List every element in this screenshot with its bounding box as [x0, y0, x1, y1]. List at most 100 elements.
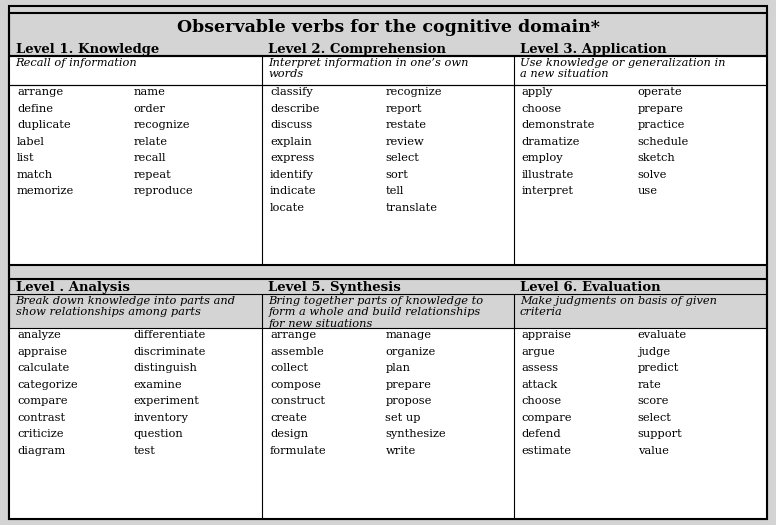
Text: select: select [386, 153, 419, 163]
Text: sketch: sketch [638, 153, 675, 163]
Text: select: select [638, 413, 671, 423]
Text: translate: translate [386, 203, 438, 213]
Text: Break down knowledge into parts and
show relationships among parts: Break down knowledge into parts and show… [16, 296, 236, 317]
Text: interpret: interpret [521, 186, 573, 196]
Text: propose: propose [386, 396, 432, 406]
Text: schedule: schedule [638, 137, 689, 147]
Text: Level 2. Comprehension: Level 2. Comprehension [268, 43, 446, 56]
Text: tell: tell [386, 186, 404, 196]
Text: express: express [270, 153, 314, 163]
Text: Interpret information in one’s own
words: Interpret information in one’s own words [268, 58, 469, 79]
Text: manage: manage [386, 330, 431, 340]
Text: reproduce: reproduce [133, 186, 193, 196]
Text: review: review [386, 137, 424, 147]
Text: construct: construct [270, 396, 325, 406]
Text: Recall of information: Recall of information [16, 58, 137, 68]
Text: use: use [638, 186, 658, 196]
Text: identify: identify [270, 170, 314, 180]
Text: locate: locate [270, 203, 305, 213]
Text: diagram: diagram [17, 446, 65, 456]
Text: recognize: recognize [386, 87, 442, 97]
Text: classify: classify [270, 87, 313, 97]
Text: sort: sort [386, 170, 408, 180]
Text: compare: compare [17, 396, 68, 406]
Text: operate: operate [638, 87, 682, 97]
Text: attack: attack [521, 380, 558, 390]
FancyBboxPatch shape [9, 328, 767, 519]
Text: prepare: prepare [386, 380, 431, 390]
Text: experiment: experiment [133, 396, 199, 406]
Text: appraise: appraise [521, 330, 571, 340]
Text: defend: defend [521, 429, 561, 439]
Text: design: design [270, 429, 308, 439]
Text: match: match [17, 170, 54, 180]
Text: criticize: criticize [17, 429, 64, 439]
Text: write: write [386, 446, 416, 456]
Text: solve: solve [638, 170, 667, 180]
Text: restate: restate [386, 120, 427, 130]
Text: relate: relate [133, 137, 168, 147]
Text: support: support [638, 429, 682, 439]
Text: Make judgments on basis of given
criteria: Make judgments on basis of given criteri… [520, 296, 717, 317]
Text: explain: explain [270, 137, 312, 147]
Text: collect: collect [270, 363, 308, 373]
Text: create: create [270, 413, 307, 423]
Text: Level 6. Evaluation: Level 6. Evaluation [520, 281, 660, 294]
Text: inventory: inventory [133, 413, 188, 423]
Text: rate: rate [638, 380, 661, 390]
Text: apply: apply [521, 87, 553, 97]
Text: Level 3. Application: Level 3. Application [520, 43, 667, 56]
Text: indicate: indicate [270, 186, 317, 196]
Text: arrange: arrange [270, 330, 316, 340]
Text: compose: compose [270, 380, 321, 390]
Text: list: list [17, 153, 35, 163]
Text: recall: recall [133, 153, 166, 163]
Text: predict: predict [638, 363, 679, 373]
Text: differentiate: differentiate [133, 330, 206, 340]
Text: employ: employ [521, 153, 563, 163]
Text: discuss: discuss [270, 120, 312, 130]
FancyBboxPatch shape [9, 6, 767, 519]
Text: distinguish: distinguish [133, 363, 197, 373]
Text: prepare: prepare [638, 104, 684, 114]
Text: report: report [386, 104, 422, 114]
Text: appraise: appraise [17, 346, 67, 357]
Text: repeat: repeat [133, 170, 171, 180]
Text: assess: assess [521, 363, 559, 373]
Text: memorize: memorize [17, 186, 74, 196]
Text: synthesize: synthesize [386, 429, 446, 439]
Text: calculate: calculate [17, 363, 69, 373]
FancyBboxPatch shape [9, 56, 767, 85]
Text: duplicate: duplicate [17, 120, 71, 130]
Text: test: test [133, 446, 155, 456]
Text: Observable verbs for the cognitive domain*: Observable verbs for the cognitive domai… [177, 19, 599, 36]
Text: arrange: arrange [17, 87, 63, 97]
Text: Level 1. Knowledge: Level 1. Knowledge [16, 43, 159, 56]
Text: compare: compare [521, 413, 572, 423]
FancyBboxPatch shape [9, 85, 767, 265]
Text: order: order [133, 104, 165, 114]
Text: judge: judge [638, 346, 670, 357]
Text: formulate: formulate [270, 446, 327, 456]
FancyBboxPatch shape [9, 85, 767, 265]
Text: value: value [638, 446, 669, 456]
Text: score: score [638, 396, 669, 406]
Text: plan: plan [386, 363, 411, 373]
Text: Bring together parts of knowledge to
form a whole and build relationships
for ne: Bring together parts of knowledge to for… [268, 296, 483, 329]
Text: estimate: estimate [521, 446, 571, 456]
Text: contrast: contrast [17, 413, 65, 423]
Text: categorize: categorize [17, 380, 78, 390]
Text: assemble: assemble [270, 346, 324, 357]
Text: label: label [17, 137, 45, 147]
Text: choose: choose [521, 104, 562, 114]
Text: define: define [17, 104, 53, 114]
Text: organize: organize [386, 346, 436, 357]
Text: analyze: analyze [17, 330, 61, 340]
Text: practice: practice [638, 120, 685, 130]
Text: illustrate: illustrate [521, 170, 573, 180]
Text: argue: argue [521, 346, 555, 357]
Text: Use knowledge or generalization in
a new situation: Use knowledge or generalization in a new… [520, 58, 726, 79]
Text: recognize: recognize [133, 120, 190, 130]
Text: name: name [133, 87, 165, 97]
Text: discriminate: discriminate [133, 346, 206, 357]
